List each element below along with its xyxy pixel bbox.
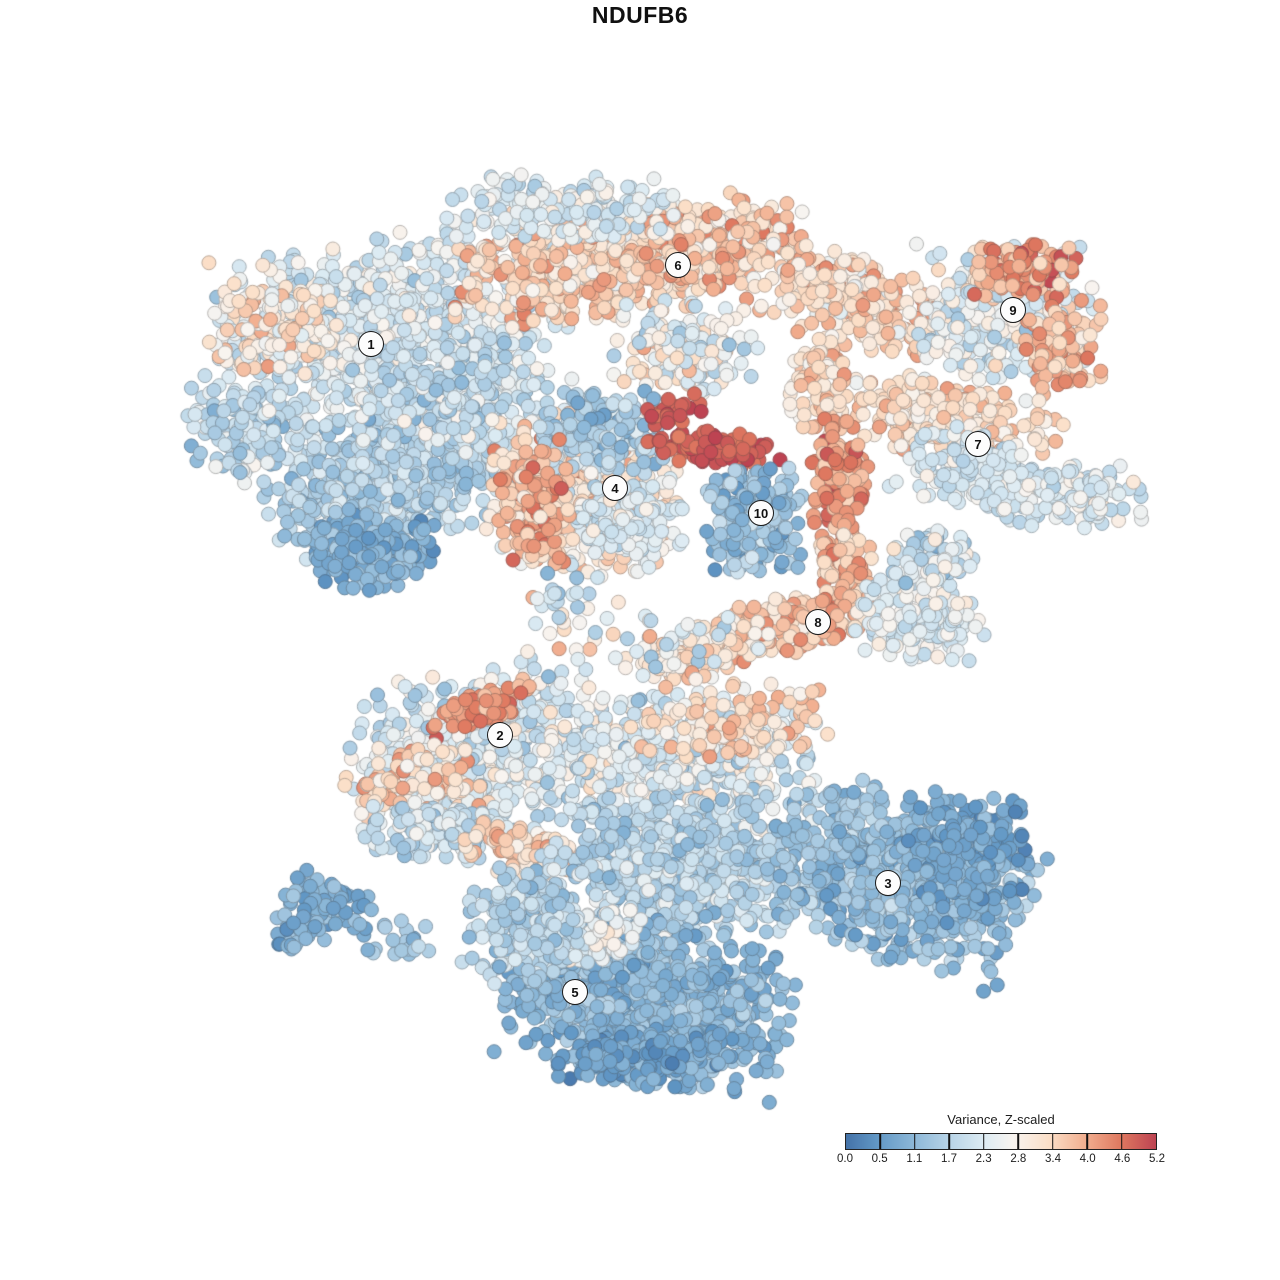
legend-tick-mark <box>948 1134 951 1149</box>
cluster-label-3: 3 <box>875 870 901 896</box>
legend-tick-label: 1.1 <box>906 1153 923 1165</box>
legend-tick-mark <box>1051 1134 1054 1149</box>
legend-tick-mark <box>1086 1134 1088 1149</box>
cluster-label-10: 10 <box>748 500 774 526</box>
cluster-label-7: 7 <box>965 431 991 457</box>
cluster-label-1: 1 <box>358 331 384 357</box>
cluster-label-6: 6 <box>665 252 691 278</box>
legend-tick-label: 1.7 <box>941 1153 957 1165</box>
cluster-label-2: 2 <box>487 722 513 748</box>
legend-tick-label: 0.0 <box>837 1153 853 1165</box>
colorbar-legend: Variance, Z-scaled 0.0 0.5 1.1 1.7 2.3 2.8 3.4… <box>837 1112 1165 1169</box>
legend-colorbar <box>845 1133 1157 1150</box>
legend-tick-label: 4.6 <box>1114 1153 1131 1165</box>
cluster-label-5: 5 <box>562 979 588 1005</box>
legend-tick-label: 3.4 <box>1045 1153 1061 1165</box>
legend-tick-label: 0.5 <box>871 1153 888 1165</box>
legend-title: Variance, Z-scaled <box>947 1112 1055 1127</box>
cluster-label-8: 8 <box>805 609 831 635</box>
legend-tick-labels: 0.0 0.5 1.1 1.7 2.3 2.8 3.4 4.0 4.6 5.2 <box>837 1153 1165 1169</box>
legend-tick-mark <box>1017 1134 1020 1149</box>
legend-tick-label: 4.0 <box>1079 1153 1096 1165</box>
legend-tick-mark <box>914 1134 916 1149</box>
legend-tick-label: 2.8 <box>1010 1153 1027 1165</box>
cluster-label-9: 9 <box>1000 297 1026 323</box>
legend-tick-mark <box>982 1134 985 1149</box>
legend-tick-label: 5.2 <box>1149 1153 1165 1165</box>
legend-tick-label: 2.3 <box>975 1153 992 1165</box>
cluster-label-4: 4 <box>602 475 628 501</box>
legend-tick-mark <box>1120 1134 1123 1149</box>
legend-tick-mark <box>879 1134 882 1149</box>
